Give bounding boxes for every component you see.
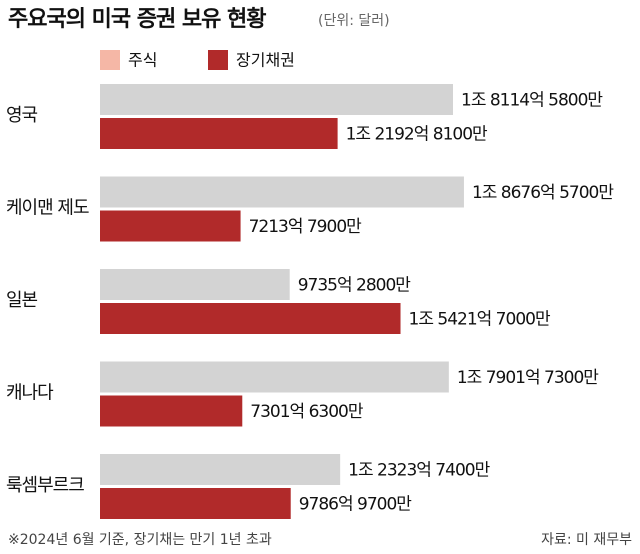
bar — [100, 210, 241, 242]
value-label: 1조 5421억 7000만 — [409, 310, 551, 330]
legend-swatch — [100, 50, 120, 70]
chart-title: 주요국의 미국 증권 보유 현황 — [8, 7, 266, 32]
value-label: 7213억 7900만 — [249, 217, 363, 237]
value-label: 7301억 6300만 — [250, 402, 364, 422]
value-label: 1조 8676억 5700만 — [472, 183, 614, 203]
category-label: 캐나다 — [6, 383, 54, 404]
category-label: 영국 — [6, 105, 38, 126]
bar — [100, 454, 341, 485]
value-label: 1조 2323억 7400만 — [348, 461, 490, 481]
value-label: 9735억 2800만 — [298, 276, 412, 296]
value-label: 9786억 9700만 — [299, 495, 413, 515]
category-label: 일본 — [6, 290, 38, 311]
bar — [100, 176, 464, 208]
category-label: 케이맨 제도 — [6, 198, 89, 219]
bar — [100, 84, 453, 115]
bar — [100, 269, 290, 300]
legend-swatch — [208, 50, 228, 70]
value-label: 1조 7901억 7300만 — [457, 368, 599, 388]
legend-label: 장기채권 — [236, 51, 295, 70]
bar — [100, 488, 291, 519]
category-label: 룩셈부르크 — [6, 475, 84, 496]
legend-label: 주식 — [128, 51, 157, 70]
value-label: 1조 2192억 8100만 — [346, 125, 488, 145]
bar — [100, 118, 338, 149]
chart-subtitle: (단위: 달러) — [318, 13, 390, 29]
source: 자료: 미 재무부 — [541, 532, 632, 548]
bar — [100, 303, 401, 334]
bar — [100, 361, 449, 393]
value-label: 1조 8114억 5800만 — [461, 91, 603, 111]
bar — [100, 395, 243, 427]
footnote: ※2024년 6월 기준, 장기채는 만기 1년 초과 — [8, 532, 272, 548]
